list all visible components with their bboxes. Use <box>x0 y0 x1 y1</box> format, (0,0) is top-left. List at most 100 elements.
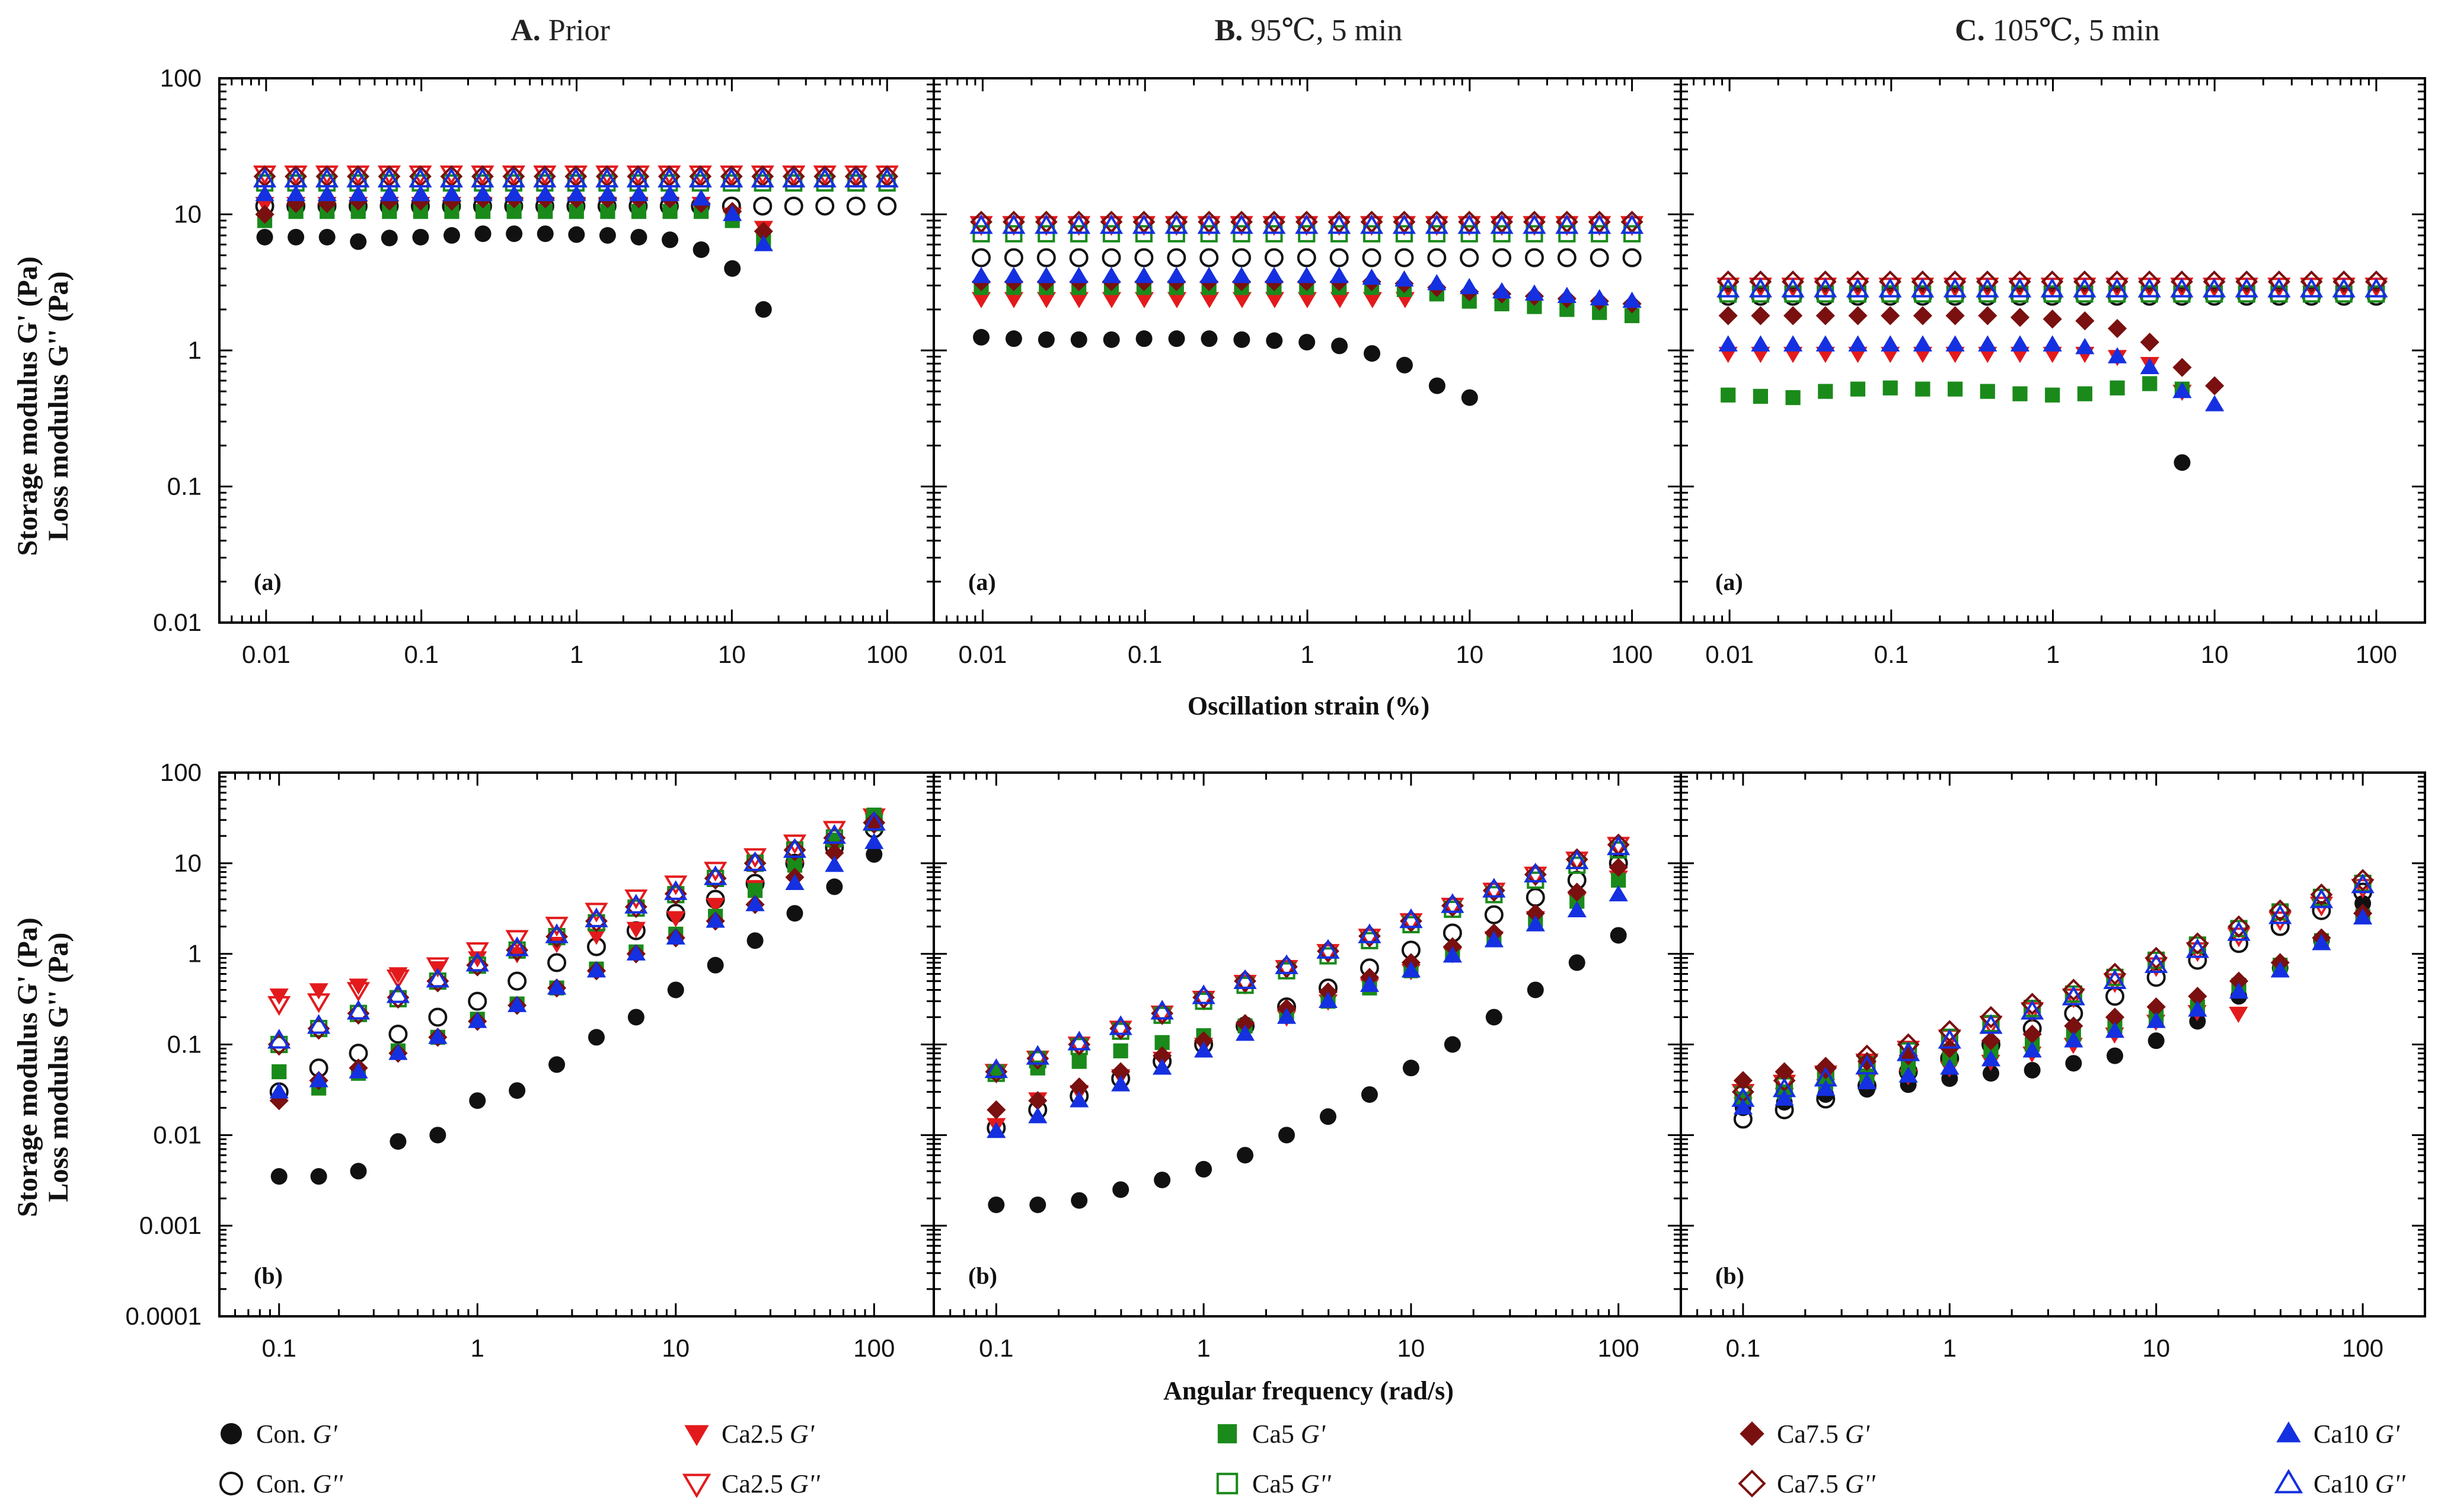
data-point <box>745 895 765 911</box>
data-point <box>1275 954 1298 974</box>
x-tick-label: 1 <box>1300 640 1314 668</box>
data-point <box>1947 381 1963 397</box>
data-point <box>2008 270 2031 293</box>
data-point <box>1201 330 1218 347</box>
series-ca10_gp <box>1718 335 2225 412</box>
data-point <box>1567 882 1587 902</box>
data-point <box>1317 940 1339 963</box>
series-ca10_gpp <box>984 835 1630 1079</box>
data-point <box>2147 1032 2165 1050</box>
data-point <box>1609 857 1628 877</box>
data-point <box>2145 946 2168 969</box>
x-tick-label: 10 <box>1456 640 1483 668</box>
legend-marker <box>684 1425 709 1446</box>
legend-label: Con. G' <box>256 1420 338 1449</box>
data-point <box>1484 931 1504 948</box>
series-ca10_gp <box>255 184 773 251</box>
legend-item-ca5_gp: Ca5 G' <box>1217 1420 1326 1449</box>
data-point <box>866 846 883 863</box>
y-tick-label: 0.0001 <box>126 1302 202 1330</box>
y-tick-label: 0.01 <box>153 608 202 636</box>
data-point <box>2227 921 2251 941</box>
data-point <box>1526 915 1545 932</box>
data-point <box>1275 960 1298 980</box>
data-point <box>1297 292 1317 308</box>
data-point <box>350 233 367 250</box>
data-point <box>386 969 410 990</box>
data-point <box>1028 1091 1048 1111</box>
data-point <box>1399 913 1423 933</box>
legend-label: Ca5 G' <box>1252 1420 1326 1449</box>
data-point <box>2062 985 2085 1006</box>
data-point <box>971 292 991 308</box>
data-point <box>1135 330 1153 347</box>
x-tick-label: 10 <box>2201 640 2229 668</box>
data-point <box>786 905 803 922</box>
series-ca10_gpp <box>267 811 886 1049</box>
data-point <box>1484 905 1504 924</box>
data-point <box>1392 214 1416 234</box>
data-point <box>1316 944 1340 964</box>
data-point <box>2024 1061 2041 1079</box>
data-point <box>1102 248 1121 267</box>
data-point <box>1134 292 1154 308</box>
data-point <box>2021 1000 2044 1020</box>
data-point <box>1523 214 1546 234</box>
data-point <box>664 880 688 900</box>
data-point <box>1524 284 1544 301</box>
data-point <box>2267 277 2291 298</box>
y-axis-label-bottom: Storage modulus G' (Pa) Loss modulus G''… <box>12 917 74 1217</box>
data-point <box>548 1056 566 1073</box>
data-point <box>1134 248 1154 267</box>
data-point <box>1748 277 1772 298</box>
series-ca75_gpp <box>1731 869 2375 1103</box>
column-title-a: A. Prior <box>510 14 610 47</box>
data-point <box>984 1058 1008 1079</box>
data-point <box>1068 1033 1091 1056</box>
data-point <box>2351 869 2375 892</box>
data-point <box>1067 210 1090 234</box>
data-point <box>1607 835 1630 856</box>
data-point <box>2137 277 2161 298</box>
data-point <box>626 921 646 939</box>
data-point <box>505 930 529 950</box>
data-point <box>502 167 525 188</box>
data-point <box>1266 332 1283 349</box>
data-point <box>1427 274 1447 291</box>
data-point <box>1150 1000 1174 1020</box>
data-point <box>691 189 711 206</box>
y-tick-label: 100 <box>160 758 202 786</box>
data-point <box>1002 214 1026 234</box>
data-point <box>1005 330 1022 347</box>
panel-tag: (a) <box>1715 569 1743 595</box>
x-tick-label: 0.1 <box>404 640 438 668</box>
data-point <box>1230 210 1253 234</box>
data-point <box>1067 1036 1091 1057</box>
data-point <box>1524 863 1547 886</box>
legend-label: Ca10 G' <box>2313 1420 2401 1449</box>
data-point <box>630 228 647 245</box>
data-point <box>988 1196 1005 1213</box>
data-point <box>309 983 328 1000</box>
y-tick-label: 0.001 <box>139 1211 202 1239</box>
data-point <box>1940 1039 1960 1058</box>
y-tick-label: 0.01 <box>153 1121 202 1149</box>
panel-tag: (b) <box>1715 1262 1744 1289</box>
data-point <box>1297 267 1316 283</box>
data-point <box>1153 1058 1172 1075</box>
series-ca10_gpp <box>253 167 899 188</box>
data-point <box>1565 849 1589 869</box>
legend-marker <box>682 1473 711 1498</box>
data-point <box>564 167 588 188</box>
data-point <box>864 832 884 849</box>
data-point <box>2040 277 2064 298</box>
data-point <box>629 184 649 202</box>
data-point <box>1327 214 1351 234</box>
data-point <box>751 167 774 188</box>
data-point <box>862 811 886 831</box>
x-tick-label: 0.01 <box>959 640 1007 668</box>
y-tick-label: 10 <box>174 849 202 877</box>
series-ca75_gp <box>1718 306 2225 395</box>
data-point <box>2188 987 2207 1006</box>
data-point <box>1028 1107 1048 1124</box>
